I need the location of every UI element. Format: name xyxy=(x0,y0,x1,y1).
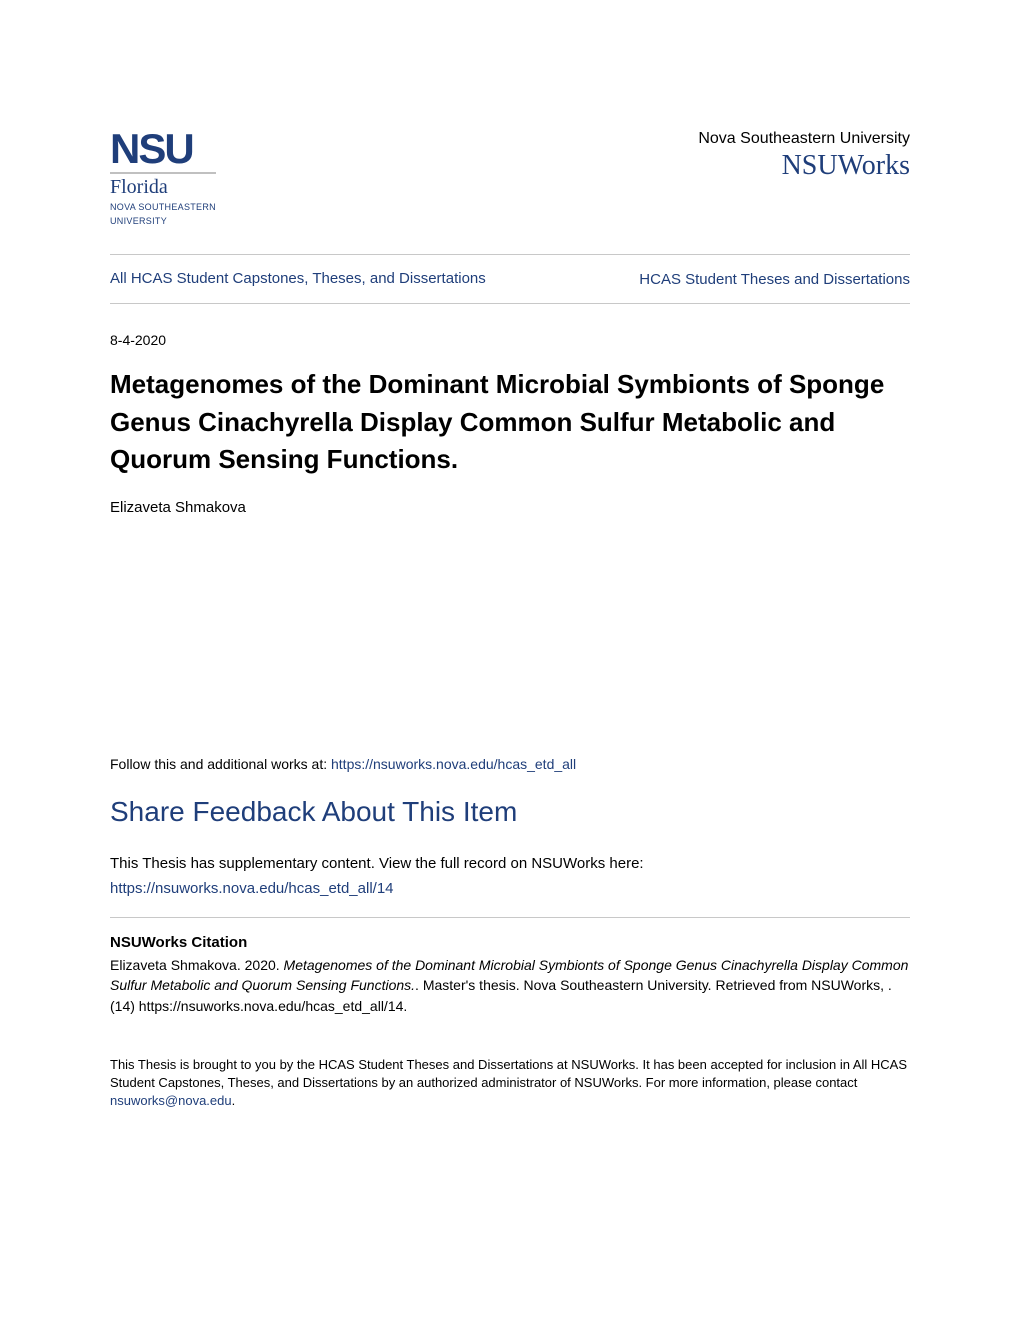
footer-end: . xyxy=(232,1093,236,1108)
citation-body: Elizaveta Shmakova. 2020. Metagenomes of… xyxy=(110,955,910,1016)
logo-main: NSU xyxy=(110,130,216,168)
document-title: Metagenomes of the Dominant Microbial Sy… xyxy=(110,366,910,479)
follow-link[interactable]: https://nsuworks.nova.edu/hcas_etd_all xyxy=(331,756,576,772)
logo-subtitle-1: NOVA SOUTHEASTERN xyxy=(110,202,216,213)
repository-name[interactable]: NSUWorks xyxy=(698,150,910,182)
university-block: Nova Southeastern University NSUWorks xyxy=(698,130,910,182)
supplementary-text: This Thesis has supplementary content. V… xyxy=(110,852,910,876)
feedback-heading[interactable]: Share Feedback About This Item xyxy=(110,796,910,828)
author-name: Elizaveta Shmakova xyxy=(110,499,910,516)
header-row: NSU Florida NOVA SOUTHEASTERN UNIVERSITY… xyxy=(110,130,910,226)
logo-subtitle-2: UNIVERSITY xyxy=(110,216,216,227)
logo-block: NSU Florida NOVA SOUTHEASTERN UNIVERSITY xyxy=(110,130,216,226)
follow-line: Follow this and additional works at: htt… xyxy=(110,756,910,772)
citation-author-year: Elizaveta Shmakova. 2020. xyxy=(110,957,284,973)
nav-link-right[interactable]: HCAS Student Theses and Dissertations xyxy=(639,271,910,288)
footer-email-link[interactable]: nsuworks@nova.edu xyxy=(110,1093,232,1108)
divider-citation xyxy=(110,917,910,918)
breadcrumb-nav: All HCAS Student Capstones, Theses, and … xyxy=(110,255,910,303)
logo-florida: Florida xyxy=(110,172,216,199)
footer-text: This Thesis is brought to you by the HCA… xyxy=(110,1056,910,1111)
divider-nav xyxy=(110,303,910,304)
university-name: Nova Southeastern University xyxy=(698,130,910,148)
publication-date: 8-4-2020 xyxy=(110,332,910,348)
citation-heading: NSUWorks Citation xyxy=(110,934,910,951)
footer-start: This Thesis is brought to you by the HCA… xyxy=(110,1057,907,1090)
nav-link-left[interactable]: All HCAS Student Capstones, Theses, and … xyxy=(110,269,486,289)
follow-prefix: Follow this and additional works at: xyxy=(110,756,331,772)
supplementary-link[interactable]: https://nsuworks.nova.edu/hcas_etd_all/1… xyxy=(110,880,910,897)
